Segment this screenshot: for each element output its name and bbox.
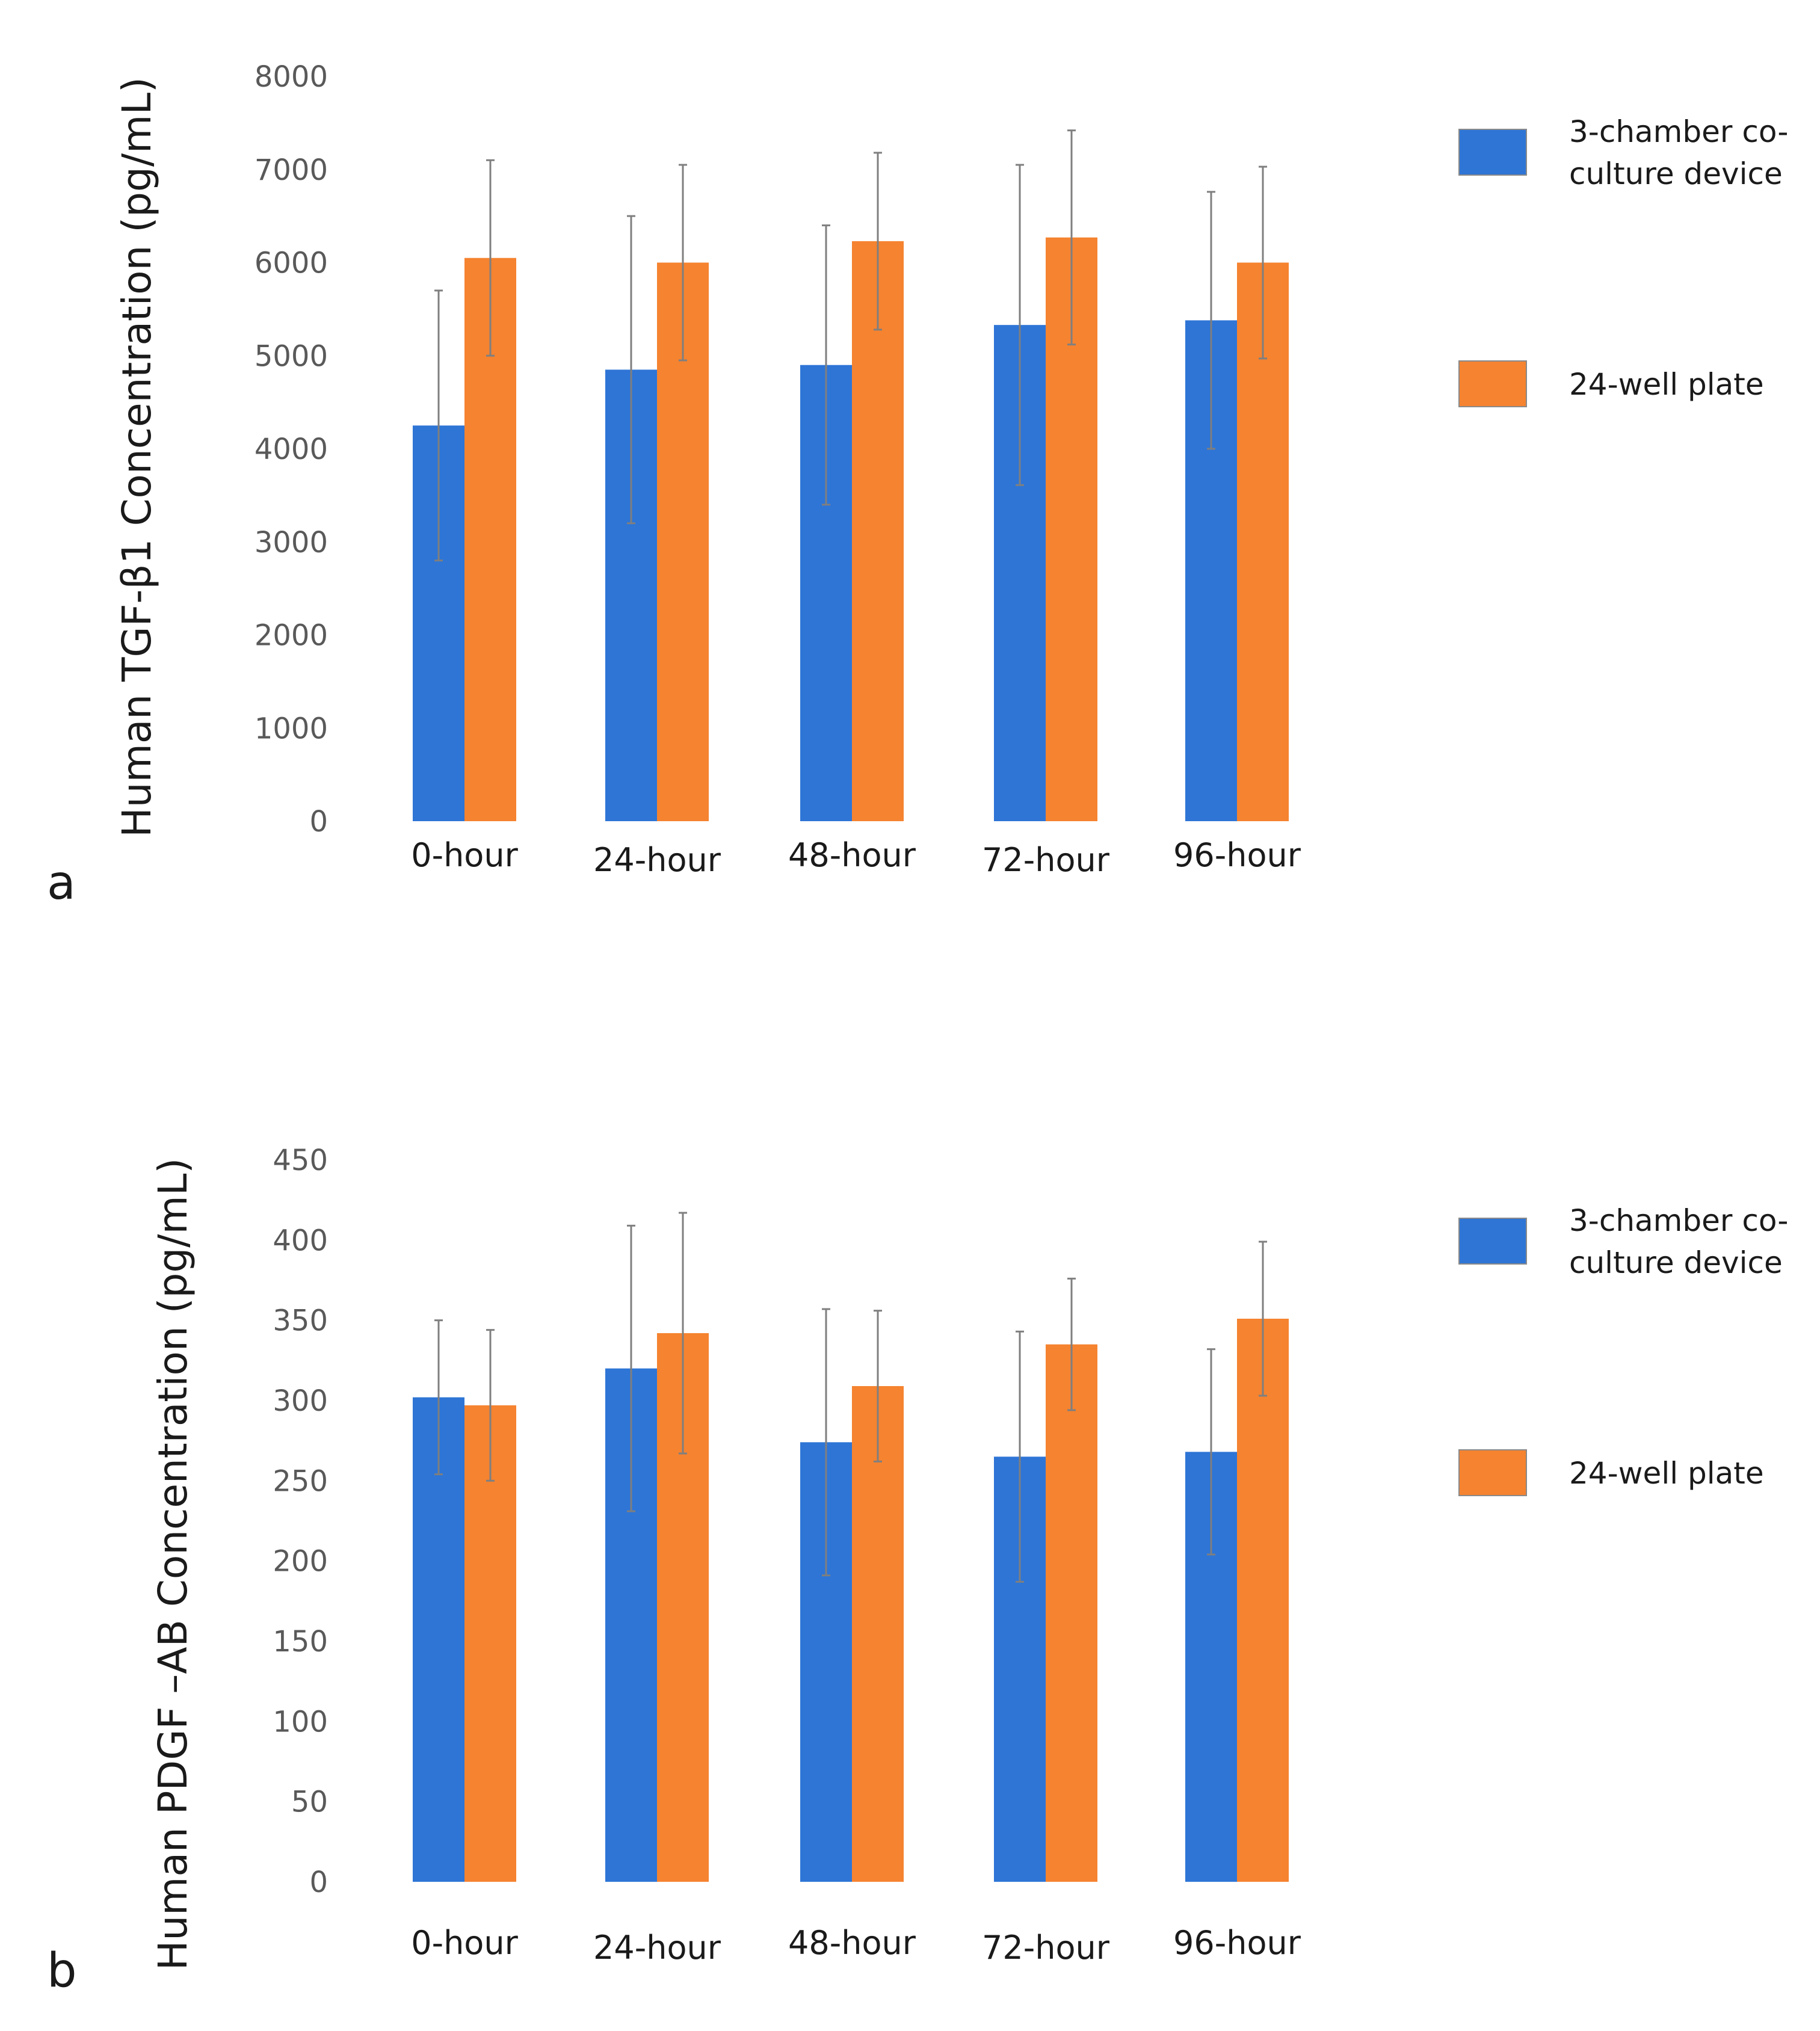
legend-swatch — [1458, 1218, 1527, 1265]
legend-label: 24-well plate — [1569, 367, 1764, 402]
bar — [464, 1405, 516, 1882]
y-tick-label: 0 — [309, 805, 328, 839]
y-tick-label: 450 — [273, 1144, 328, 1177]
y-tick-label: 350 — [273, 1304, 328, 1338]
legend-swatch — [1458, 1449, 1527, 1496]
bar — [1046, 1344, 1097, 1882]
x-tick-label: 48-hour — [788, 1924, 916, 1962]
y-tick-label: 150 — [273, 1625, 328, 1659]
x-tick-label: 96-hour — [1173, 836, 1301, 874]
y-tick-label: 5000 — [254, 339, 328, 373]
y-tick-label: 8000 — [254, 60, 328, 94]
y-tick-label: 2000 — [254, 619, 328, 653]
y-tick-label: 400 — [273, 1224, 328, 1257]
x-tick-label: 72-hour — [982, 841, 1110, 879]
chart-panel-b: 0 50 100 150 200 250 300 350 400 450 Human PDGF –A… — [47, 1144, 1788, 1998]
y-axis-title: Human TGF-β1 Concentration (pg/mL) — [114, 77, 160, 837]
x-tick-label: 24-hour — [593, 1929, 721, 1967]
x-tick-label: 24-hour — [593, 841, 721, 879]
y-tick-label: 200 — [273, 1545, 328, 1579]
y-tick-label: 0 — [309, 1866, 328, 1899]
y-tick-label: 300 — [273, 1384, 328, 1418]
y-tick-label: 250 — [273, 1464, 328, 1498]
y-axis-title: Human PDGF –AB Concentration (pg/mL) — [150, 1158, 196, 1971]
legend-swatch — [1458, 129, 1527, 176]
x-tick-label: 96-hour — [1173, 1924, 1301, 1962]
legend-label: 3-chamber co- — [1569, 1203, 1788, 1238]
x-tick-label: 48-hour — [788, 836, 916, 874]
y-tick-label: 7000 — [254, 153, 328, 187]
y-tick-label: 100 — [273, 1705, 328, 1739]
x-tick-label: 0-hour — [411, 836, 518, 874]
legend-swatch — [1458, 360, 1527, 407]
legend-label: culture device — [1569, 156, 1783, 191]
bar — [852, 241, 904, 822]
panel-label: b — [47, 1944, 77, 1998]
y-tick-label: 1000 — [254, 712, 328, 745]
y-tick-label: 3000 — [254, 526, 328, 559]
bar — [413, 1397, 464, 1882]
bar — [852, 1386, 904, 1882]
legend-label: 3-chamber co- — [1569, 114, 1788, 149]
bar — [1237, 1319, 1289, 1882]
legend-label: culture device — [1569, 1245, 1783, 1280]
y-tick-label: 50 — [291, 1786, 328, 1819]
x-tick-label: 72-hour — [982, 1929, 1110, 1967]
x-tick-label: 0-hour — [411, 1924, 518, 1962]
y-tick-label: 4000 — [254, 433, 328, 466]
legend-label: 24-well plate — [1569, 1456, 1764, 1491]
y-tick-label: 6000 — [254, 247, 328, 280]
panel-label: a — [47, 856, 76, 910]
chart-panel-a: 0 1000 2000 3000 4000 5000 6000 7000 8000 Human T… — [47, 60, 1788, 910]
